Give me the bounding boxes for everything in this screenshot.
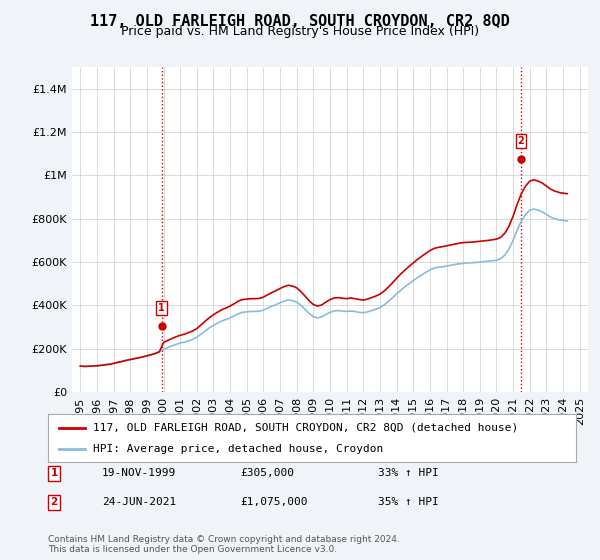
Text: 2: 2	[50, 497, 58, 507]
Text: 1: 1	[158, 303, 165, 313]
Text: 2: 2	[518, 136, 524, 146]
Text: 24-JUN-2021: 24-JUN-2021	[102, 497, 176, 507]
Text: 1: 1	[50, 468, 58, 478]
Text: Price paid vs. HM Land Registry's House Price Index (HPI): Price paid vs. HM Land Registry's House …	[121, 25, 479, 38]
Text: 117, OLD FARLEIGH ROAD, SOUTH CROYDON, CR2 8QD: 117, OLD FARLEIGH ROAD, SOUTH CROYDON, C…	[90, 14, 510, 29]
Text: HPI: Average price, detached house, Croydon: HPI: Average price, detached house, Croy…	[93, 444, 383, 454]
Text: 35% ↑ HPI: 35% ↑ HPI	[378, 497, 439, 507]
Text: Contains HM Land Registry data © Crown copyright and database right 2024.
This d: Contains HM Land Registry data © Crown c…	[48, 535, 400, 554]
Text: £1,075,000: £1,075,000	[240, 497, 308, 507]
Text: £305,000: £305,000	[240, 468, 294, 478]
Text: 19-NOV-1999: 19-NOV-1999	[102, 468, 176, 478]
Text: 33% ↑ HPI: 33% ↑ HPI	[378, 468, 439, 478]
Text: 117, OLD FARLEIGH ROAD, SOUTH CROYDON, CR2 8QD (detached house): 117, OLD FARLEIGH ROAD, SOUTH CROYDON, C…	[93, 423, 518, 433]
